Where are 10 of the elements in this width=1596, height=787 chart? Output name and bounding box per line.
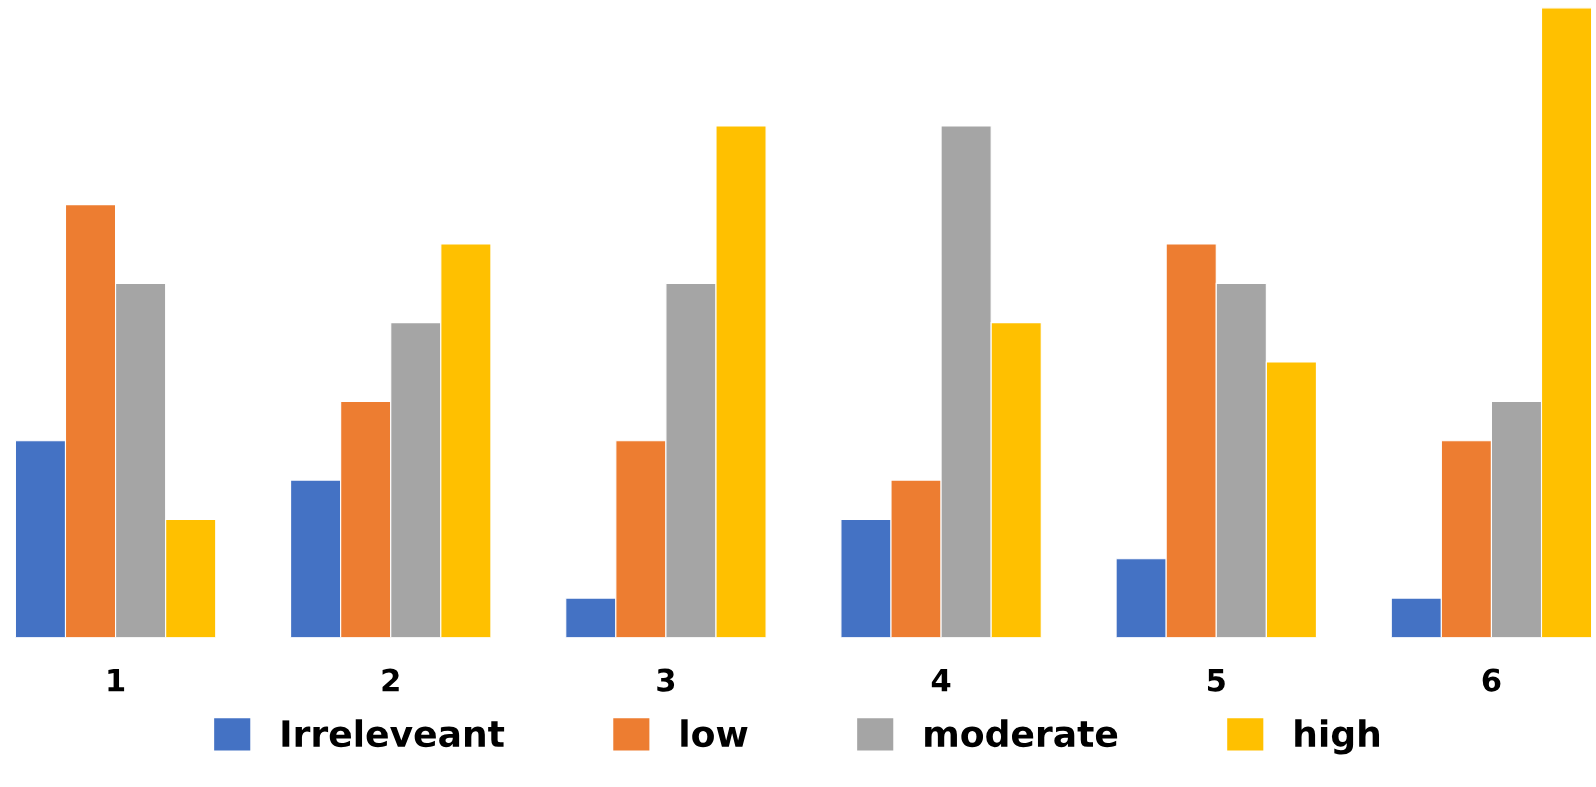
x-tick-label: 6 bbox=[1482, 668, 1501, 692]
legend-label: moderate bbox=[925, 719, 1118, 748]
legend-label: low bbox=[681, 719, 748, 748]
x-tick-label: 4 bbox=[931, 668, 951, 692]
x-tick-label: 2 bbox=[382, 668, 399, 692]
x-tick-label: 3 bbox=[657, 668, 675, 692]
x-tick-label: 1 bbox=[108, 668, 125, 692]
legend-label: high bbox=[1295, 719, 1380, 755]
legend-label: Irreleveant bbox=[282, 719, 505, 748]
x-tick-label: 5 bbox=[1207, 668, 1225, 692]
